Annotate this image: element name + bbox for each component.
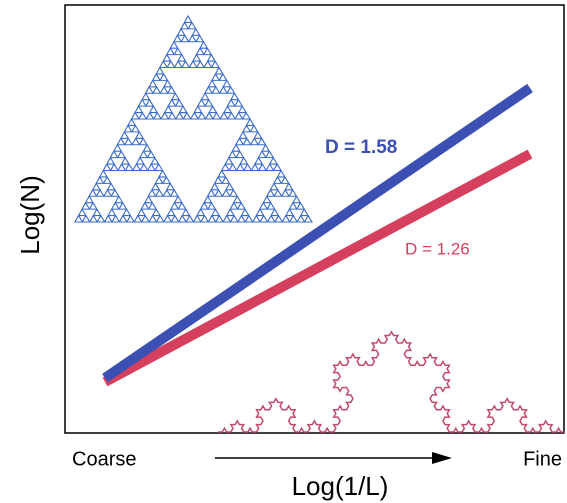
figure: D = 1.58 D = 1.26 Log(N) Coarse Fine Log… — [0, 0, 567, 503]
annotation: D = 1.26 — [405, 239, 470, 258]
y-axis-label: Log(N) — [15, 175, 45, 254]
annotation: D = 1.58 — [325, 137, 397, 158]
x-end-label: Fine — [523, 448, 562, 470]
x-axis-label: Log(1/L) — [292, 471, 389, 501]
x-start-label: Coarse — [72, 448, 136, 470]
arrow-head — [432, 452, 452, 464]
